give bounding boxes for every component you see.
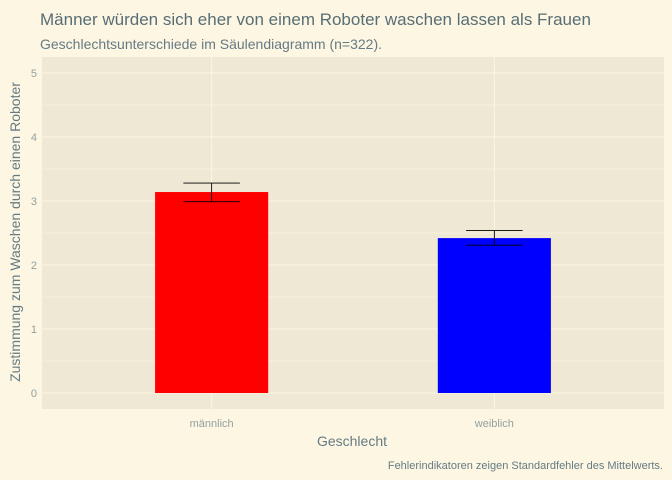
chart-title: Männer würden sich eher von einem Robote… [40,10,591,29]
bar-weiblich [437,238,551,393]
y-tick-label: 1 [31,324,37,336]
error-bar-weiblich [466,229,523,246]
x-axis-ticks: männlich weiblich [190,418,514,430]
gridlines [42,57,664,409]
x-tick-label: weiblich [474,418,514,430]
y-tick-label: 2 [31,260,37,272]
error-bars [183,182,523,246]
chart-caption: Fehlerindikatoren zeigen Standardfehler … [388,460,663,472]
bar-männlich [155,192,269,393]
y-axis-title: Zustimmung zum Waschen durch einen Robot… [7,82,23,382]
chart-subtitle: Geschlechtsunterschiede im Säulendiagram… [40,36,382,52]
y-tick-label: 3 [31,196,37,208]
y-axis-ticks: 0 1 2 3 4 5 [31,68,37,400]
error-bar-männlich [183,182,240,203]
y-tick-label: 0 [31,388,37,400]
x-tick-label: männlich [190,418,234,430]
y-tick-label: 5 [31,68,37,80]
x-axis-title: Geschlecht [317,433,387,449]
y-tick-label: 4 [31,132,37,144]
bars [155,192,551,393]
